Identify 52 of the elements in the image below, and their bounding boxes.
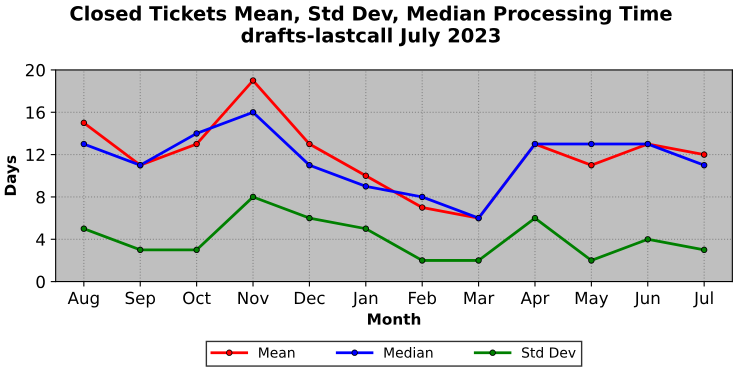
x-tick-label: Jan bbox=[352, 292, 378, 308]
y-axis-title: Days bbox=[4, 156, 20, 196]
chart-title: Closed Tickets Mean, Std Dev, Median Processing Time drafts-lastcall July 2023 bbox=[70, 6, 672, 47]
point bbox=[419, 204, 426, 211]
x-tick-label: Mar bbox=[464, 292, 494, 304]
x-tick-label: Jul bbox=[693, 291, 713, 308]
point bbox=[475, 257, 482, 264]
y-tick-label: 20 bbox=[26, 64, 45, 76]
x-tick-label: Nov bbox=[238, 292, 269, 304]
point bbox=[362, 225, 370, 232]
point bbox=[362, 183, 370, 190]
point bbox=[193, 140, 200, 148]
y-tick-label: 0 bbox=[36, 276, 45, 288]
x-tick-label: Aug bbox=[68, 292, 99, 308]
point bbox=[588, 140, 595, 148]
point bbox=[644, 236, 651, 242]
x-tick-label: Apr bbox=[520, 292, 550, 308]
point bbox=[250, 194, 256, 200]
point bbox=[419, 257, 426, 264]
x-tick-label: Oct bbox=[183, 292, 211, 304]
point bbox=[80, 120, 88, 126]
point bbox=[193, 246, 200, 254]
legend-label: Std Dev bbox=[522, 347, 576, 358]
y-tick-label: 8 bbox=[36, 190, 45, 204]
point bbox=[419, 194, 426, 200]
point bbox=[306, 140, 313, 148]
legend-label: Mean bbox=[259, 347, 294, 358]
x-tick-label: May bbox=[576, 292, 608, 308]
point bbox=[250, 109, 256, 116]
point bbox=[700, 246, 708, 254]
x-axis-title: Month bbox=[368, 313, 420, 325]
point bbox=[80, 140, 88, 148]
point bbox=[137, 246, 144, 254]
x-tick-label: Sep bbox=[126, 292, 156, 308]
x-tick-label: Feb bbox=[409, 291, 436, 304]
point bbox=[588, 162, 595, 168]
point bbox=[362, 172, 370, 179]
point bbox=[306, 214, 313, 222]
y-tick-label: 12 bbox=[26, 148, 44, 161]
legend-label: Median bbox=[384, 347, 432, 358]
point bbox=[193, 130, 200, 137]
point bbox=[588, 257, 595, 264]
y-tick-label: 16 bbox=[26, 106, 45, 119]
point bbox=[700, 162, 708, 168]
point bbox=[306, 162, 313, 168]
point bbox=[250, 77, 256, 84]
point bbox=[700, 151, 708, 158]
x-tick-label: Jun bbox=[634, 292, 660, 308]
point bbox=[80, 225, 88, 232]
point bbox=[532, 214, 538, 222]
y-tick-label: 4 bbox=[36, 233, 45, 246]
x-tick-label: Dec bbox=[294, 292, 325, 304]
